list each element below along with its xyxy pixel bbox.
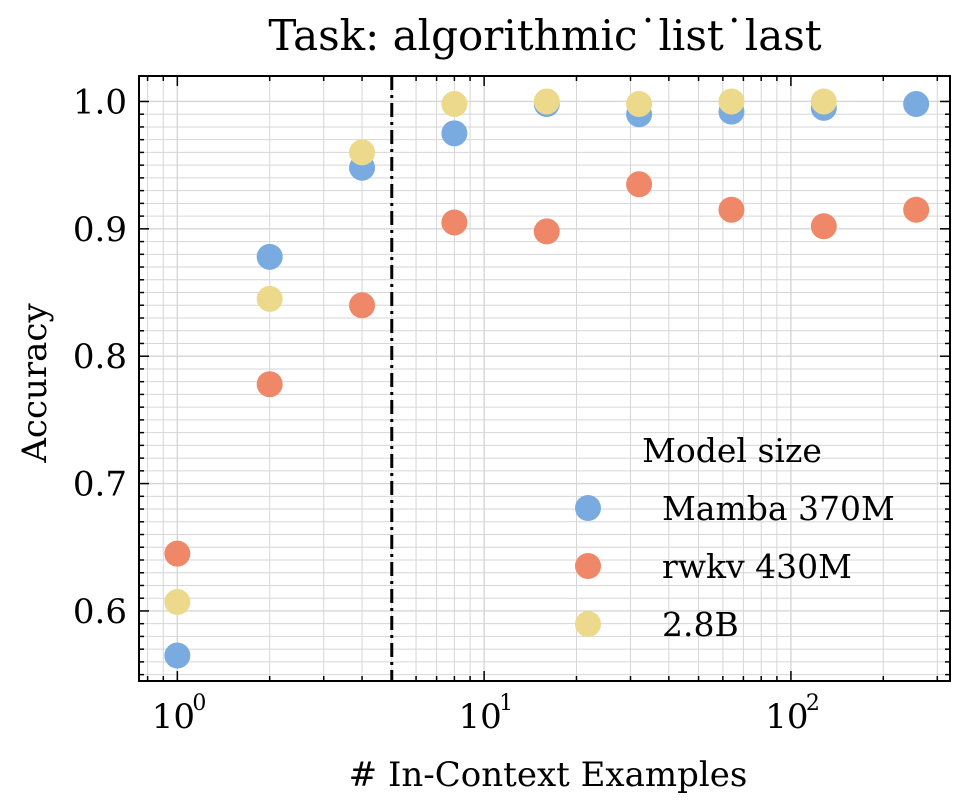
y-tick-label: 0.8 <box>73 337 127 377</box>
data-point <box>256 285 283 312</box>
y-tick-label: 0.6 <box>73 592 127 632</box>
y-tick-label: 0.9 <box>73 210 127 250</box>
legend-label: Mamba 370M <box>662 489 895 528</box>
axis-ticks <box>139 76 950 681</box>
legend-marker <box>575 611 601 637</box>
x-tick-label: 10 <box>152 697 195 737</box>
x-axis-label: # In-Context Examples <box>349 755 748 795</box>
legend: Model size Mamba 370M rwkv 430M 2.8B <box>575 431 895 644</box>
data-point <box>441 209 468 236</box>
x-tick-exponent: 1 <box>499 691 513 716</box>
legend-title: Model size <box>642 431 822 470</box>
data-point <box>718 196 745 223</box>
data-point <box>626 171 653 198</box>
data-point <box>441 91 468 118</box>
data-point <box>349 292 376 319</box>
legend-marker <box>575 553 601 579</box>
legend-label: rwkv 430M <box>662 547 852 586</box>
data-point <box>810 213 837 240</box>
data-point <box>626 91 653 118</box>
data-point <box>441 120 468 147</box>
data-point <box>256 371 283 398</box>
plot-frame <box>138 75 951 682</box>
legend-entries: Mamba 370M rwkv 430M 2.8B <box>575 489 895 644</box>
grid <box>139 76 950 681</box>
chart-title: Task: algorithmic˙list˙last <box>268 11 821 60</box>
data-point <box>533 218 560 245</box>
x-tick-exponent: 0 <box>192 691 206 716</box>
x-tick-exponent: 2 <box>806 691 820 716</box>
data-point <box>164 540 191 567</box>
y-axis-label: Accuracy <box>15 303 55 464</box>
data-point <box>810 88 837 115</box>
data-point <box>256 243 283 270</box>
x-tick-label: 10 <box>765 697 808 737</box>
x-tick-label: 10 <box>458 697 501 737</box>
data-point <box>164 589 191 616</box>
y-tick-label: 1.0 <box>73 82 127 122</box>
data-points <box>164 88 930 669</box>
data-point <box>903 196 930 223</box>
legend-label: 2.8B <box>662 605 739 644</box>
data-point <box>164 642 191 669</box>
data-point <box>718 88 745 115</box>
data-point <box>533 88 560 115</box>
legend-marker <box>575 495 601 521</box>
data-point <box>349 139 376 166</box>
data-point <box>903 91 930 118</box>
y-tick-label: 0.7 <box>73 465 127 505</box>
